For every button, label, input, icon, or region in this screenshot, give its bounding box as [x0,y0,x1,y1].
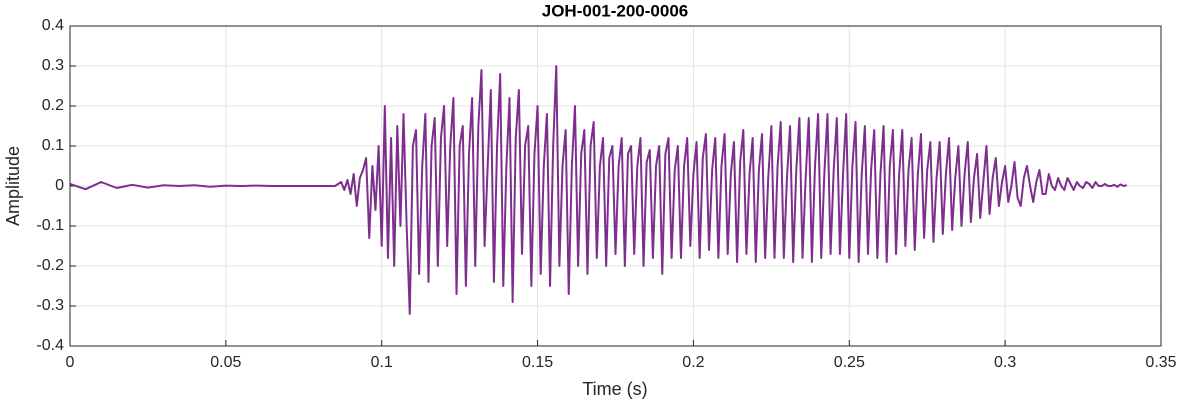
chart-title: JOH-001-200-0006 [542,1,688,20]
y-tick-label: 0 [55,177,64,194]
x-tick-label: 0.25 [834,354,865,371]
y-tick-label: -0.2 [36,257,64,274]
x-tick-label: 0.35 [1145,354,1176,371]
y-tick-label: -0.4 [36,337,64,354]
x-tick-label: 0 [66,354,75,371]
axes-box [69,25,1162,347]
x-tick-label: 0.1 [371,354,393,371]
x-tick-label: 0.2 [682,354,704,371]
y-tick-label: -0.3 [36,297,64,314]
y-axis-label: Amplitude [3,146,23,226]
waveform-line [69,65,1127,315]
y-tick-label: 0.2 [42,97,64,114]
x-tick-label: 0.05 [210,354,241,371]
y-tick-label: 0.3 [42,57,64,74]
x-tick-label: 0.15 [522,354,553,371]
x-axis-label: Time (s) [582,379,647,399]
y-tick-label: -0.1 [36,217,64,234]
x-tick-label: 0.3 [994,354,1016,371]
y-tick-label: 0.4 [42,17,64,34]
y-tick-label: 0.1 [42,137,64,154]
